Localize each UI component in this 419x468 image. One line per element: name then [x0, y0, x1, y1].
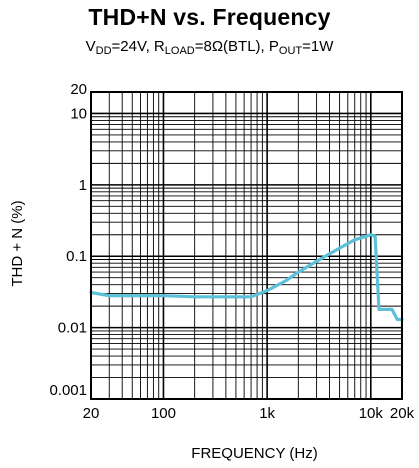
y-axis-label: THD + N (%) [9, 200, 26, 286]
x-tick-label: 100 [151, 405, 176, 422]
x-tick-label: 20k [390, 405, 415, 422]
vdd-value: =24V, R [111, 38, 165, 55]
series-group [89, 233, 404, 322]
rload-value: =8Ω(BTL), P [194, 38, 279, 55]
grid [91, 92, 402, 399]
pout-subscript: OUT [278, 45, 303, 57]
x-tick-labels: 20 100 1k 10k 20k [83, 405, 415, 422]
y-tick-label: 0.001 [49, 382, 87, 399]
y-tick-label: 10 [70, 105, 87, 122]
pout-value: =1W [302, 38, 334, 55]
thd-series-line [89, 233, 404, 322]
y-tick-label: 20 [70, 81, 87, 98]
y-tick-label: 1 [79, 177, 87, 194]
rload-subscript: LOAD [164, 45, 195, 57]
x-axis-label: FREQUENCY (Hz) [191, 445, 317, 462]
vdd-subscript: DD [95, 45, 112, 57]
y-tick-label: 0.01 [58, 320, 87, 337]
x-tick-label: 1k [259, 405, 275, 422]
x-tick-label: 10k [359, 405, 384, 422]
y-tick-label: 0.1 [66, 248, 87, 265]
plot-frame [90, 91, 403, 400]
chart-subtitle: VDD=24V, RLOAD=8Ω(BTL), POUT=1W [85, 38, 334, 57]
chart-title: THD+N vs. Frequency [88, 4, 331, 30]
x-tick-label: 20 [83, 405, 100, 422]
y-tick-labels: 0.001 0.01 0.1 1 10 20 [49, 81, 87, 399]
